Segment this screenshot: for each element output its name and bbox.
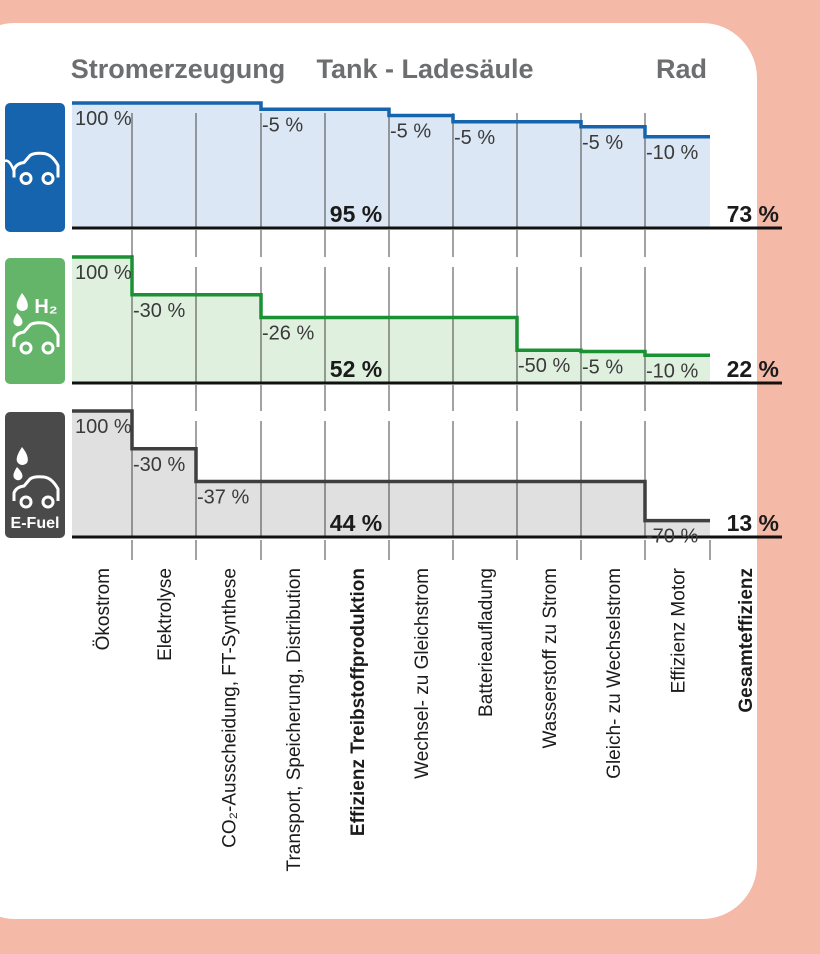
step-label: -30 % [133, 454, 185, 476]
total-efficiency-label: 22 % [727, 356, 779, 382]
plug-cord [0, 159, 16, 172]
car-body [12, 475, 60, 501]
production-efficiency-label: 95 % [330, 201, 382, 227]
category-label: Effizienz Treibstoffproduktion [348, 568, 369, 836]
category-label: Gleich- zu Wechselstrom [604, 568, 625, 779]
step-label: -26 % [262, 322, 314, 344]
step-label: -30 % [133, 300, 185, 322]
step-label: -37 % [197, 487, 249, 509]
category-label: Effizienz Motor [669, 567, 690, 693]
car-wheel [19, 341, 33, 355]
drop-shape [13, 313, 23, 327]
car-wheel [41, 341, 55, 355]
series-area [72, 103, 710, 228]
category-label: Gesamteffizienz [736, 568, 757, 713]
step-label: -5 % [454, 127, 495, 149]
series-line [72, 255, 710, 358]
step-label: 100 % [75, 416, 132, 438]
series-line [72, 409, 710, 523]
production-efficiency-label: 44 % [330, 510, 382, 536]
column-header: Stromerzeugung [71, 54, 286, 84]
car-body [12, 321, 60, 347]
series-line [72, 101, 710, 139]
car-wheel [41, 495, 55, 509]
electric-car-icon [0, 103, 65, 232]
column-header: Tank - Ladesäule [316, 54, 533, 84]
drop-shape [13, 467, 23, 481]
step-label: -10 % [646, 142, 698, 164]
category-label: Ökostrom [93, 568, 114, 650]
car-wheel [19, 495, 33, 509]
production-efficiency-label: 52 % [330, 356, 382, 382]
car-body [12, 151, 60, 178]
icon-label: H₂ [34, 296, 57, 318]
step-label: -70 % [646, 526, 698, 548]
category-label: CO₂-Ausscheidung, FT-Synthese [220, 568, 241, 848]
column-header: Rad [656, 54, 707, 84]
category-label: Wasserstoff zu Strom [540, 568, 561, 749]
hydrogen-car-icon: H₂ [5, 258, 65, 384]
category-label: Wechsel- zu Gleichstrom [412, 568, 433, 779]
drop-shape [16, 447, 28, 465]
category-label: Elektrolyse [155, 568, 176, 661]
step-label: -50 % [518, 355, 570, 377]
category-label: Transport, Speicherung, Distribution [284, 568, 305, 871]
step-label: -5 % [262, 114, 303, 136]
step-label: -10 % [646, 360, 698, 382]
icon-background [5, 103, 65, 232]
step-label: -5 % [582, 357, 623, 379]
step-label: 100 % [75, 262, 132, 284]
series-area [72, 411, 710, 537]
icon-label: E-Fuel [11, 515, 60, 532]
step-label: -5 % [582, 132, 623, 154]
efuel-car-icon: E-Fuel [5, 412, 65, 538]
total-efficiency-label: 13 % [727, 510, 779, 536]
category-label: Batterieaufladung [476, 568, 497, 717]
step-label: 100 % [75, 108, 132, 130]
step-label: -5 % [390, 121, 431, 143]
car-wheel [41, 172, 55, 185]
total-efficiency-label: 73 % [727, 201, 779, 227]
white-panel [0, 23, 757, 919]
drop-shape [16, 293, 28, 311]
car-wheel [19, 172, 33, 185]
